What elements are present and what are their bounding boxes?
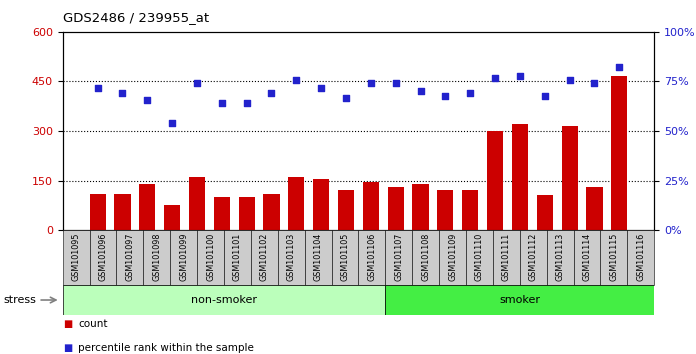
Point	[92, 85, 103, 91]
Point	[166, 120, 177, 126]
Bar	[313, 179, 329, 230]
Bar	[601, 230, 627, 285]
Bar	[611, 76, 627, 230]
Text: GSM101112: GSM101112	[529, 233, 538, 281]
Point	[465, 90, 476, 96]
Text: GSM101103: GSM101103	[287, 233, 296, 281]
Bar	[386, 285, 654, 315]
Text: smoker: smoker	[499, 295, 540, 305]
Text: GSM101106: GSM101106	[367, 233, 377, 281]
Bar	[537, 195, 553, 230]
Point	[365, 80, 377, 86]
Text: GSM101116: GSM101116	[636, 233, 645, 281]
Point	[142, 97, 153, 102]
Bar	[386, 230, 412, 285]
Bar	[224, 230, 251, 285]
Point	[514, 74, 525, 79]
Bar	[331, 230, 358, 285]
Point	[191, 80, 203, 86]
Text: GSM101102: GSM101102	[260, 233, 269, 281]
Text: GSM101104: GSM101104	[314, 233, 323, 281]
Point	[266, 90, 277, 96]
Text: GSM101108: GSM101108	[421, 233, 430, 281]
Point	[340, 95, 351, 101]
Text: GSM101099: GSM101099	[179, 233, 188, 281]
Text: ■: ■	[63, 343, 72, 353]
Point	[117, 90, 128, 96]
Bar	[171, 230, 197, 285]
Bar	[288, 177, 304, 230]
Bar	[114, 194, 131, 230]
Point	[415, 88, 426, 94]
Text: non-smoker: non-smoker	[191, 295, 257, 305]
Point	[291, 77, 302, 82]
Bar	[358, 230, 386, 285]
Point	[315, 85, 326, 91]
Text: GSM101115: GSM101115	[610, 233, 619, 281]
Bar	[63, 230, 90, 285]
Bar	[466, 230, 493, 285]
Point	[241, 100, 252, 106]
Text: stress: stress	[3, 295, 36, 305]
Bar	[116, 230, 143, 285]
Bar	[214, 197, 230, 230]
Text: GSM101114: GSM101114	[583, 233, 592, 281]
Bar	[439, 230, 466, 285]
Text: ■: ■	[63, 319, 72, 329]
Text: GSM101113: GSM101113	[555, 233, 564, 281]
Bar	[90, 194, 106, 230]
Bar	[493, 230, 520, 285]
Text: GSM101110: GSM101110	[475, 233, 484, 281]
Bar	[562, 126, 578, 230]
Bar	[139, 184, 155, 230]
Point	[489, 75, 500, 81]
Bar	[487, 131, 503, 230]
Bar	[520, 230, 546, 285]
Point	[390, 80, 402, 86]
Bar	[164, 205, 180, 230]
Text: GSM101105: GSM101105	[340, 233, 349, 281]
Bar	[437, 190, 454, 230]
Bar	[363, 182, 379, 230]
Text: percentile rank within the sample: percentile rank within the sample	[78, 343, 254, 353]
Text: GSM101096: GSM101096	[98, 233, 107, 281]
Bar	[586, 187, 603, 230]
Bar	[627, 230, 654, 285]
Point	[440, 93, 451, 99]
Bar	[239, 197, 255, 230]
Bar	[574, 230, 601, 285]
Bar	[462, 190, 478, 230]
Point	[216, 100, 228, 106]
Text: GSM101095: GSM101095	[72, 233, 81, 281]
Bar	[63, 285, 386, 315]
Text: GSM101109: GSM101109	[448, 233, 457, 281]
Text: GSM101107: GSM101107	[394, 233, 403, 281]
Bar	[338, 190, 354, 230]
Point	[564, 77, 575, 82]
Bar	[512, 124, 528, 230]
Bar	[143, 230, 171, 285]
Bar	[278, 230, 305, 285]
Bar	[90, 230, 116, 285]
Point	[589, 80, 600, 86]
Text: GSM101111: GSM101111	[502, 233, 511, 281]
Text: GDS2486 / 239955_at: GDS2486 / 239955_at	[63, 11, 209, 24]
Bar	[413, 184, 429, 230]
Bar	[305, 230, 331, 285]
Point	[614, 64, 625, 69]
Bar	[412, 230, 439, 285]
Bar	[263, 194, 280, 230]
Text: GSM101100: GSM101100	[206, 233, 215, 281]
Text: GSM101101: GSM101101	[233, 233, 242, 281]
Bar	[388, 187, 404, 230]
Bar	[546, 230, 574, 285]
Text: GSM101098: GSM101098	[152, 233, 161, 281]
Text: GSM101097: GSM101097	[125, 233, 134, 281]
Point	[539, 93, 551, 99]
Text: count: count	[78, 319, 107, 329]
Bar	[251, 230, 278, 285]
Bar	[197, 230, 224, 285]
Bar	[189, 177, 205, 230]
